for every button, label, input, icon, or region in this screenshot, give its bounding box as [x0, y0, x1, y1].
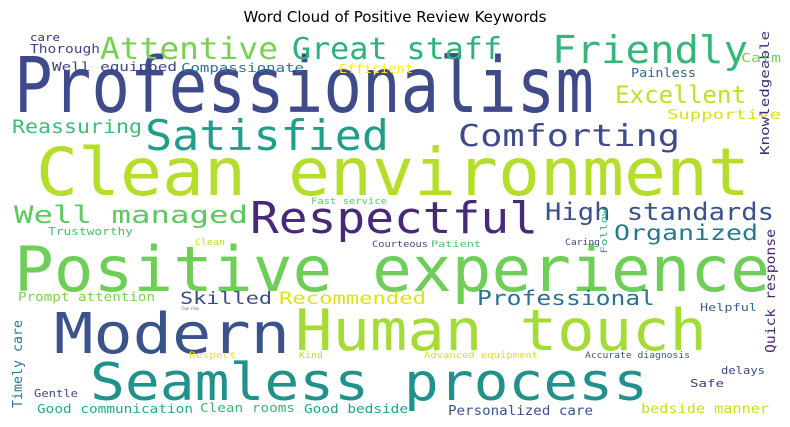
word-calm-35: Calm: [741, 51, 781, 65]
word-courteous-42: Courteous: [372, 240, 428, 250]
word-respectful-6: Respectful: [250, 193, 538, 244]
word-well-managed-13: Well managed: [14, 201, 248, 229]
word-skilled-19: Skilled: [180, 289, 272, 309]
word-organized-15: Organized: [614, 221, 758, 245]
word-caring-39: Caring: [565, 238, 600, 248]
chart-title: Word Cloud of Positive Review Keywords: [243, 8, 547, 26]
word-professionalism-0: Professionalism: [14, 42, 594, 131]
word-compassionate-32: Compassionate: [181, 61, 304, 75]
word-clean-environment-1: Clean environment: [36, 134, 750, 211]
word-comforting-11: Comforting: [458, 119, 680, 154]
word-fast-service-43: Fast service: [311, 197, 387, 207]
word-recommended-18: Recommended: [279, 289, 426, 309]
word-great-staff-9: Great staff: [292, 32, 502, 67]
word-supportive-20: Supportive: [667, 108, 781, 123]
word-respect-46: Respect: [189, 351, 236, 361]
word-good-communication-27: Good communication: [37, 402, 193, 416]
word-accurate-diagnosis-49: Accurate diagnosis: [585, 351, 690, 361]
word-well-equipped-31: Well equipped: [52, 60, 177, 74]
word-human-touch-3: Human touch: [295, 298, 707, 364]
word-gentle-52: Gentle: [34, 387, 78, 400]
word-quick-response-22: Quick response: [764, 229, 779, 353]
word-modern-4: Modern: [54, 302, 290, 367]
word-friendly-8: Friendly: [552, 28, 748, 72]
word-satisfied-7: Satisfied: [145, 111, 389, 160]
word-safe-51: Safe: [690, 377, 724, 390]
word-follow-40: Follow: [600, 208, 610, 254]
word-care-36: care: [30, 31, 60, 44]
word-advanced-equipment-48: Advanced equipment: [424, 351, 538, 361]
word-delays-50: delays: [721, 364, 765, 377]
word-patient-41: Patient: [431, 240, 481, 250]
word-trustworthy-37: Trustworthy: [48, 225, 133, 238]
word-excellent-12: Excellent: [615, 81, 746, 109]
word-helpful-38: Helpful: [700, 301, 757, 314]
word-bedside-manner-25: bedside manner: [641, 402, 769, 417]
word-professional-17: Professional: [477, 286, 655, 310]
word-high-standards-14: High standards: [545, 198, 774, 226]
word-efficient-33: Efficient: [339, 62, 413, 76]
word-thorough-30: Thorough: [30, 42, 100, 56]
word-painless-34: Painless: [631, 66, 696, 80]
word-timely-care-23: Timely care: [11, 320, 26, 408]
word-personalized-care-24: Personalized care: [448, 404, 593, 419]
word-good-bedside-26: Good bedside: [304, 402, 408, 416]
word-attentive-10: Attentive: [100, 32, 278, 67]
word-prompt-attention-29: Prompt attention: [18, 290, 155, 304]
word-clean-44: Clean: [195, 238, 225, 248]
word-knowledgeable-21: Knowledgeable: [758, 31, 772, 155]
word-kind-47: Kind: [299, 351, 323, 361]
word-clean-rooms-28: Clean rooms: [200, 401, 295, 415]
word-clean-clean-45: Clean Clean: [181, 306, 199, 311]
word-reassuring-16: Reassuring: [12, 116, 142, 138]
word-seamless-process-5: Seamless process: [90, 353, 648, 413]
word-positive-experience-2: Positive experience: [14, 233, 770, 306]
